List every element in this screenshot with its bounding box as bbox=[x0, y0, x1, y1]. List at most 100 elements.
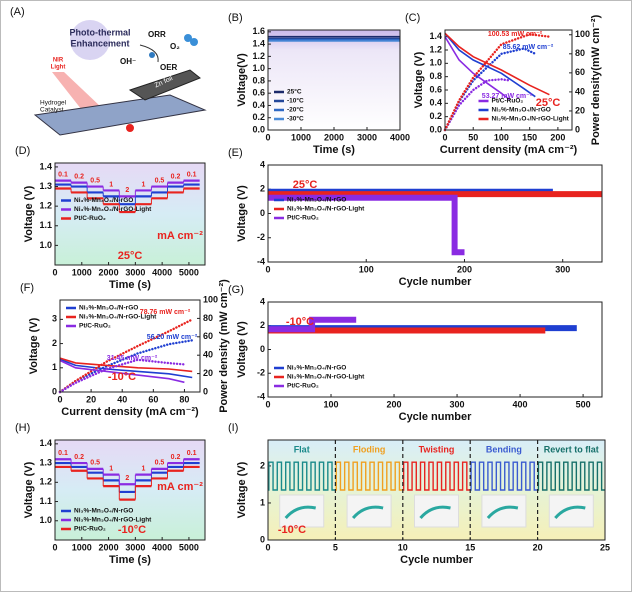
y2-tick-label: 20 bbox=[203, 368, 213, 378]
y-tick-label: 0 bbox=[260, 534, 265, 544]
y-tick-label: -2 bbox=[257, 232, 265, 242]
cycle-wave bbox=[537, 461, 605, 491]
cycling-band bbox=[268, 194, 465, 256]
y-tick-label: 1.4 bbox=[429, 31, 442, 41]
y-axis-label: Voltage (V) bbox=[23, 461, 35, 518]
chart-panel: (C) 0 50 100 150 200 0.0 0.2 0.4 0.6 0.8 1.0 1.2 1.4 0… bbox=[405, 12, 602, 156]
annotation: 100.53 mW cm⁻² bbox=[488, 31, 543, 38]
power-line bbox=[58, 358, 186, 394]
x-tick-label: 200 bbox=[457, 264, 472, 274]
y-tick-label: 0.2 bbox=[429, 111, 442, 121]
plot-frame bbox=[267, 29, 401, 131]
y-tick-label: -4 bbox=[257, 391, 265, 401]
y-tick-label: 0 bbox=[260, 208, 265, 218]
current-label: 1 bbox=[141, 465, 145, 472]
y-axis-label: Voltage (V) bbox=[236, 321, 248, 378]
chart-panel: (F) 0 20 40 60 80 0 1 2 3 0 20 40 60 80 100 Current dens… bbox=[20, 279, 230, 418]
y-tick-label: 0.2 bbox=[252, 112, 265, 122]
y2-tick-label: 100 bbox=[203, 294, 218, 304]
y-tick-label: 0.8 bbox=[429, 71, 442, 81]
x-axis-label: Time (s) bbox=[313, 144, 355, 156]
panel-label: (C) bbox=[405, 12, 420, 24]
x-tick-label: 100 bbox=[324, 399, 339, 409]
section-label: Flat bbox=[294, 444, 310, 454]
plot-frame bbox=[54, 162, 206, 266]
legend-label: Ni₃%-Mn₃O₄/N-rGO-Light bbox=[287, 206, 365, 213]
x-tick-label: 200 bbox=[387, 399, 402, 409]
series-line bbox=[59, 358, 193, 379]
y2-tick-label: 0 bbox=[203, 386, 208, 396]
y-axis-label: Voltage (V) bbox=[23, 185, 35, 242]
x-tick-label: 60 bbox=[148, 394, 158, 404]
sample-strip bbox=[284, 505, 317, 520]
y-tick-label: 0 bbox=[52, 386, 57, 396]
y-tick-label: 1.1 bbox=[39, 220, 52, 230]
series-line bbox=[59, 359, 185, 384]
illus-text: Enhancement bbox=[70, 38, 129, 48]
y-tick-label: -4 bbox=[257, 256, 265, 266]
current-label: 0.2 bbox=[171, 454, 181, 461]
x-tick-label: 3000 bbox=[125, 542, 145, 552]
x-tick-label: 40 bbox=[117, 394, 127, 404]
y-tick-label: 1.2 bbox=[429, 44, 442, 54]
y2-tick-label: 60 bbox=[203, 331, 213, 341]
plot-frame bbox=[267, 164, 603, 263]
legend-label: -10°C bbox=[287, 97, 304, 105]
annotation: -10°C bbox=[278, 524, 306, 536]
legend-label: Ni₃%-Mn₃O₄/N-rGO bbox=[492, 107, 551, 114]
x-tick-label: 500 bbox=[576, 399, 591, 409]
legend-label: Ni₃%-Mn₃O₄/N-rGO-Light bbox=[492, 116, 570, 123]
x-axis-label: Time (s) bbox=[109, 554, 151, 566]
illus-text: OER bbox=[160, 63, 178, 72]
x-tick-label: 0 bbox=[442, 132, 447, 142]
cycle-wave bbox=[402, 461, 471, 491]
current-label: 0.1 bbox=[187, 450, 197, 457]
hydrogel bbox=[33, 94, 207, 136]
sample-photo bbox=[481, 494, 527, 528]
y2-tick-label: 20 bbox=[575, 105, 585, 115]
y2-tick-label: 40 bbox=[203, 350, 213, 360]
panel-label: (F) bbox=[20, 282, 34, 294]
y-tick-label: 1.3 bbox=[39, 181, 52, 191]
x-tick-label: 2000 bbox=[324, 132, 344, 142]
x-tick-label: 0 bbox=[265, 542, 270, 552]
legend-label: Ni₃%-Mn₃O₄/N-rGO bbox=[74, 508, 133, 515]
current-label: 0.1 bbox=[58, 450, 68, 457]
section-label: Revert to flat bbox=[544, 444, 599, 454]
y-tick-label: 1.2 bbox=[39, 201, 52, 211]
current-label: 0.2 bbox=[171, 173, 181, 180]
legend-label: 25°C bbox=[287, 88, 302, 96]
x-tick-label: 20 bbox=[533, 542, 543, 552]
x-tick-label: 4000 bbox=[152, 267, 172, 277]
chart-panel: (I) 0 5 10 15 20 25 0 1 2 Cycle number Voltage (V) F… bbox=[228, 422, 610, 566]
series-line bbox=[59, 357, 193, 373]
current-label: 0.1 bbox=[58, 171, 68, 178]
x-tick-label: 1000 bbox=[291, 132, 311, 142]
y-tick-label: 2 bbox=[260, 460, 265, 470]
current-label: 0.2 bbox=[74, 173, 84, 180]
plot-frame bbox=[444, 29, 573, 131]
x-tick-label: 50 bbox=[468, 132, 478, 142]
y-tick-label: 1 bbox=[260, 497, 265, 507]
annotation: 25°C bbox=[293, 179, 318, 191]
illus-text: Light bbox=[51, 65, 66, 71]
sample-strip bbox=[554, 505, 586, 520]
current-label: 0.1 bbox=[187, 171, 197, 178]
x-tick-label: 20 bbox=[86, 394, 96, 404]
illus-text: Photo-thermal bbox=[69, 27, 130, 37]
annotation: -10°C bbox=[286, 316, 314, 328]
y-axis-label: Voltage (V) bbox=[28, 317, 40, 374]
current-label: 1 bbox=[109, 181, 113, 188]
y2-tick-label: 80 bbox=[203, 313, 213, 323]
x-tick-label: 25 bbox=[600, 542, 610, 552]
y-axis-label: Voltage(V) bbox=[236, 53, 248, 107]
y-tick-label: 3 bbox=[52, 314, 57, 324]
legend-label: Ni₃%-Mn₃O₄/N-rGO bbox=[287, 197, 346, 204]
y-tick-label: 1.1 bbox=[39, 496, 52, 506]
arrow bbox=[139, 44, 159, 63]
panel-label: (I) bbox=[228, 422, 238, 434]
y-tick-label: 1.3 bbox=[39, 457, 52, 467]
x-tick-label: 200 bbox=[550, 132, 565, 142]
x-tick-label: 1000 bbox=[72, 542, 92, 552]
y-tick-label: 0.4 bbox=[252, 100, 265, 110]
